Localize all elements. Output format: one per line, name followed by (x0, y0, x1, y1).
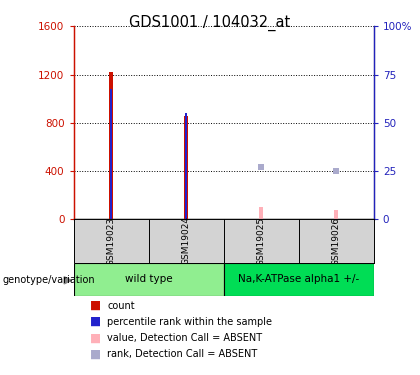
Text: ■: ■ (90, 315, 101, 328)
Text: GSM19026: GSM19026 (332, 216, 341, 266)
Text: value, Detection Call = ABSENT: value, Detection Call = ABSENT (107, 333, 262, 343)
Bar (185, 113, 187, 219)
Text: GSM19024: GSM19024 (181, 216, 191, 266)
Bar (74, 262, 223, 296)
Text: GSM19025: GSM19025 (257, 216, 266, 266)
Bar (259, 207, 263, 219)
Bar (109, 72, 113, 219)
Bar (223, 262, 374, 296)
Text: genotype/variation: genotype/variation (2, 275, 95, 285)
Text: ■: ■ (90, 348, 101, 360)
Text: GSM19023: GSM19023 (107, 216, 116, 266)
Text: count: count (107, 301, 135, 310)
Text: wild type: wild type (125, 274, 172, 284)
Bar (110, 89, 113, 219)
Text: percentile rank within the sample: percentile rank within the sample (107, 317, 272, 327)
Text: ■: ■ (90, 299, 101, 312)
Bar (184, 116, 188, 219)
Text: rank, Detection Call = ABSENT: rank, Detection Call = ABSENT (107, 349, 257, 359)
Text: GDS1001 / 104032_at: GDS1001 / 104032_at (129, 15, 291, 31)
Text: Na,K-ATPase alpha1 +/-: Na,K-ATPase alpha1 +/- (238, 274, 360, 284)
Bar (334, 210, 339, 219)
Text: ■: ■ (90, 332, 101, 344)
